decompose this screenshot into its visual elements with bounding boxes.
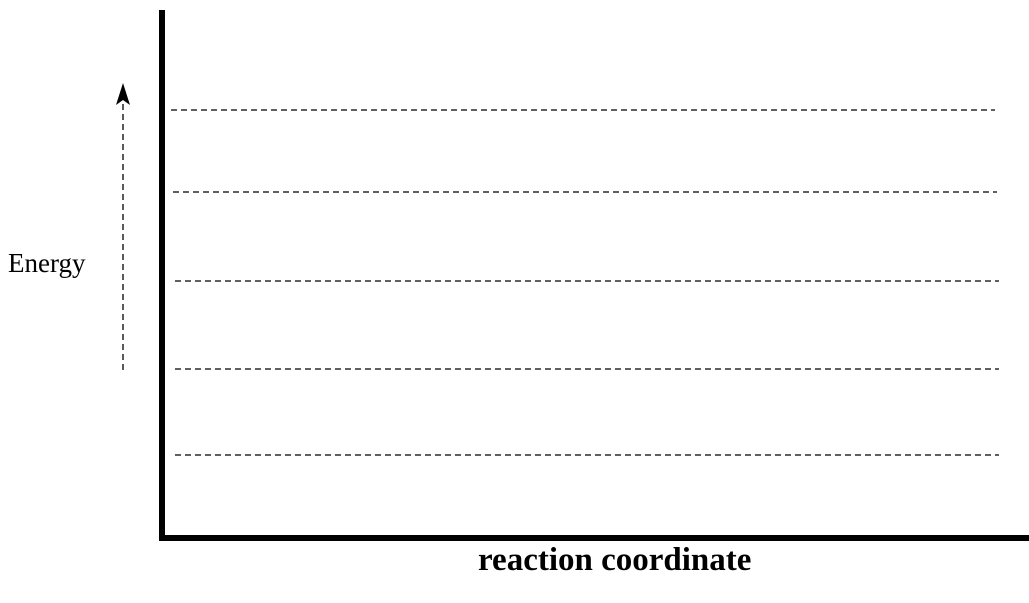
energy-axis-label: Energy bbox=[8, 248, 86, 278]
dashed-up-arrow-icon bbox=[116, 83, 130, 374]
reaction-coordinate-label: reaction coordinate bbox=[478, 542, 752, 578]
